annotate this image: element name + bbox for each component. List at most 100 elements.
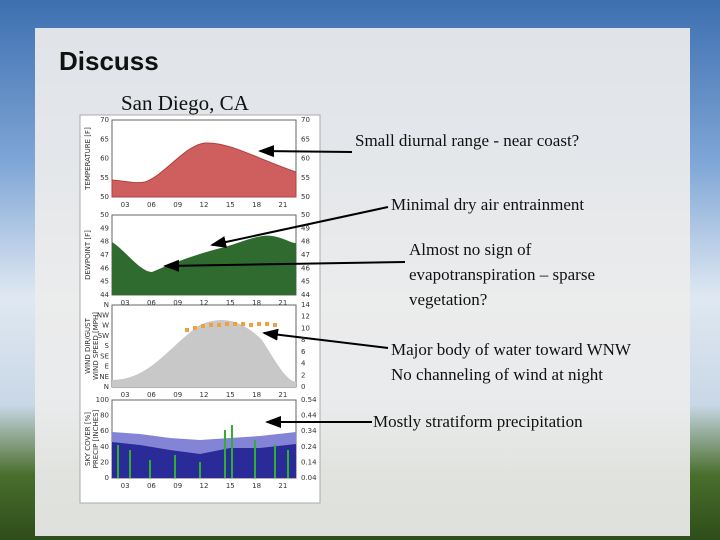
x-tick-label: 09 bbox=[173, 391, 182, 399]
x-tick-label: 06 bbox=[147, 299, 156, 307]
tick-label: 50 bbox=[301, 193, 310, 201]
temperature-area bbox=[111, 142, 297, 198]
subtitle: San Diego, CA bbox=[121, 91, 249, 115]
x-tick-label: 09 bbox=[173, 299, 182, 307]
tick-label: SW bbox=[98, 332, 109, 340]
x-tick-label: 03 bbox=[121, 299, 130, 307]
tick-label: 49 bbox=[301, 224, 310, 232]
tick-label: NW bbox=[97, 311, 109, 319]
tick-label: 80 bbox=[100, 412, 109, 420]
annotation: Minimal dry air entrainment bbox=[391, 195, 585, 214]
tick-label: 60 bbox=[100, 155, 109, 163]
precip-bars bbox=[117, 425, 289, 478]
tick-label: 60 bbox=[301, 155, 310, 163]
x-tick-label: 06 bbox=[147, 391, 156, 399]
annotation: Major body of water toward WNW bbox=[391, 340, 631, 359]
tick-label: SE bbox=[100, 352, 109, 360]
tick-label: 12 bbox=[301, 313, 310, 321]
x-tick-label: 12 bbox=[200, 482, 209, 490]
tick-label: 14 bbox=[301, 301, 310, 309]
annotation: Mostly stratiform precipitation bbox=[373, 412, 583, 431]
tick-label: 0 bbox=[105, 474, 109, 482]
tick-label: 55 bbox=[301, 174, 310, 182]
tick-label: 60 bbox=[100, 427, 109, 435]
tick-label: 10 bbox=[301, 324, 310, 332]
tick-label: 50 bbox=[100, 193, 109, 201]
annotation: Almost no sign of evapotranspiration – s… bbox=[409, 240, 595, 309]
tick-label: 46 bbox=[301, 264, 310, 272]
tick-label: 44 bbox=[100, 291, 109, 299]
tick-label: 50 bbox=[100, 211, 109, 219]
axis-label: WIND DIR/GUST bbox=[84, 317, 92, 374]
tick-label: N bbox=[104, 383, 109, 391]
x-tick-label: 18 bbox=[252, 391, 261, 399]
tick-label: S bbox=[105, 342, 110, 350]
tick-label: 0.04 bbox=[301, 474, 317, 482]
tick-label: 0.34 bbox=[301, 427, 317, 435]
x-tick-label: 12 bbox=[200, 201, 209, 209]
x-tick-label: 15 bbox=[226, 482, 235, 490]
wind-area bbox=[112, 319, 296, 387]
tick-label: NE bbox=[99, 373, 109, 381]
tick-label: E bbox=[105, 363, 109, 371]
tick-label: 44 bbox=[301, 291, 310, 299]
axis-label: DEWPOINT [F] bbox=[84, 230, 92, 280]
tick-label: 0.14 bbox=[301, 458, 317, 466]
x-tick-label: 06 bbox=[147, 482, 156, 490]
x-tick-label: 03 bbox=[121, 201, 130, 209]
tick-label: 45 bbox=[100, 278, 109, 286]
tick-label: 49 bbox=[100, 224, 109, 232]
annotation: No channeling of wind at night bbox=[391, 365, 603, 384]
x-tick-label: 21 bbox=[278, 299, 287, 307]
tick-label: 47 bbox=[100, 251, 109, 259]
x-tick-label: 03 bbox=[121, 482, 130, 490]
tick-label: 50 bbox=[301, 211, 310, 219]
tick-label: 6 bbox=[301, 348, 306, 356]
axis-label: SKY COVER [%] bbox=[84, 412, 92, 466]
tick-label: 55 bbox=[100, 174, 109, 182]
x-tick-label: 18 bbox=[252, 201, 261, 209]
tick-label: 20 bbox=[100, 458, 109, 466]
x-tick-label: 18 bbox=[252, 299, 261, 307]
tick-label: N bbox=[104, 301, 109, 309]
arrows bbox=[163, 145, 406, 428]
x-tick-label: 09 bbox=[173, 482, 182, 490]
tick-label: 48 bbox=[100, 238, 109, 246]
x-tick-label: 09 bbox=[173, 201, 182, 209]
tick-label: 0.44 bbox=[301, 412, 317, 420]
gust-markers bbox=[185, 322, 277, 332]
tick-label: 0.24 bbox=[301, 443, 317, 451]
tick-label: 8 bbox=[301, 336, 305, 344]
x-tick-label: 15 bbox=[226, 299, 235, 307]
axis-label: WIND SPEED [MPH] bbox=[92, 312, 100, 380]
x-tick-label: 06 bbox=[147, 201, 156, 209]
x-tick-label: 15 bbox=[226, 391, 235, 399]
tick-label: 70 bbox=[301, 116, 310, 124]
tick-label: 45 bbox=[301, 278, 310, 286]
tick-label: 47 bbox=[301, 251, 310, 259]
tick-label: 2 bbox=[301, 371, 305, 379]
tick-label: 65 bbox=[100, 135, 109, 143]
tick-label: 4 bbox=[301, 360, 306, 368]
x-tick-label: 21 bbox=[278, 482, 287, 490]
x-tick-label: 18 bbox=[252, 482, 261, 490]
x-tick-label: 12 bbox=[200, 299, 209, 307]
tick-label: 0.54 bbox=[301, 396, 317, 404]
annotation: Small diurnal range - near coast? bbox=[355, 131, 580, 150]
tick-label: 65 bbox=[301, 135, 310, 143]
axis-label: TEMPERATURE [F] bbox=[84, 127, 92, 191]
x-tick-label: 12 bbox=[200, 391, 209, 399]
tick-label: 48 bbox=[301, 238, 310, 246]
tick-label: 46 bbox=[100, 264, 109, 272]
tick-label: W bbox=[102, 322, 109, 330]
tick-label: 0 bbox=[301, 383, 305, 391]
x-tick-label: 21 bbox=[278, 201, 287, 209]
tick-label: 70 bbox=[100, 116, 109, 124]
axis-label: PRECIP [INCHES] bbox=[92, 409, 100, 468]
x-tick-label: 03 bbox=[121, 391, 130, 399]
tick-label: 100 bbox=[96, 396, 109, 404]
sky-cover-area bbox=[112, 442, 296, 478]
x-tick-label: 21 bbox=[278, 391, 287, 399]
